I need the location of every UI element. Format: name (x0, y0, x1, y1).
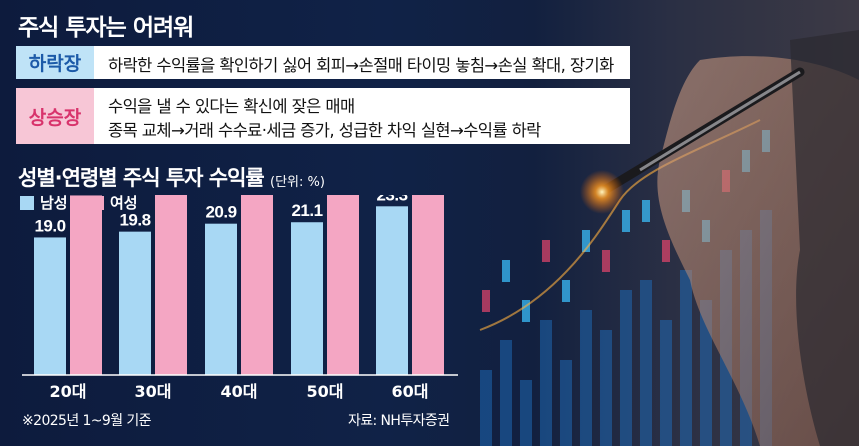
background-candle (482, 290, 490, 312)
background-bar (640, 280, 652, 446)
background-candle (522, 300, 530, 322)
background-candle (562, 280, 570, 302)
legend-female-label: 여성 (110, 194, 138, 212)
background-candle (662, 240, 670, 262)
background-bar (680, 270, 692, 446)
bull-market-row: 상승장 수익을 낼 수 있다는 확신에 잦은 매매 종목 교체→거래 수수료·세… (16, 88, 630, 144)
bar-male-0 (34, 237, 66, 375)
data-label-male-4: 23.3 (376, 195, 407, 204)
background-candle (542, 240, 550, 262)
background-candle (642, 200, 650, 222)
bear-market-row: 하락장 하락한 수익률을 확인하기 싫어 회피→손절매 타이밍 놓침→손실 확대… (16, 46, 630, 79)
bull-market-tag: 상승장 (16, 88, 94, 144)
background-bar (620, 290, 632, 446)
background-bar (560, 360, 572, 446)
background-candle (502, 260, 510, 282)
background-bar (600, 330, 612, 446)
bar-male-1 (119, 231, 151, 375)
x-tick-label-2: 40대 (221, 382, 258, 401)
chart-unit: (단위: %) (270, 175, 325, 190)
data-label-male-0: 19.0 (34, 216, 65, 235)
bar-female-1 (155, 195, 187, 375)
bar-female-4 (412, 195, 444, 375)
bar-female-0 (70, 195, 102, 375)
background-candle (622, 210, 630, 232)
bar-male-3 (291, 222, 323, 375)
bar-female-2 (241, 195, 273, 375)
bear-market-tag: 하락장 (16, 46, 94, 79)
bar-male-2 (205, 223, 237, 375)
x-tick-label-4: 60대 (392, 382, 429, 401)
chart-title: 성별·연령별 주식 투자 수익률 (18, 166, 265, 190)
bar-male-4 (376, 206, 408, 375)
legend-male-label: 남성 (40, 194, 68, 212)
legend-male-swatch (20, 195, 34, 210)
background-bar (480, 370, 492, 446)
data-label-male-2: 20.9 (205, 203, 236, 222)
legend-male: 남성 (20, 192, 68, 213)
x-tick-label-3: 50대 (307, 382, 344, 401)
x-tick-label-0: 20대 (50, 382, 87, 401)
background-bar (500, 340, 512, 446)
background-candle (602, 250, 610, 272)
bar-female-3 (327, 195, 359, 375)
background-bar (540, 320, 552, 446)
x-tick-label-1: 30대 (135, 382, 172, 401)
bar-chart: 19.024.820대19.825.630대20.925.940대21.125.… (22, 195, 458, 401)
data-label-male-3: 21.1 (291, 201, 322, 220)
background-bar (580, 310, 592, 446)
data-label-male-1: 19.8 (119, 211, 150, 230)
footnote: ※2025년 1~9월 기준 (22, 413, 152, 429)
bull-market-text-line1: 수익을 낼 수 있다는 확신에 잦은 매매 (108, 97, 355, 116)
background-bar (520, 380, 532, 446)
bear-market-text: 하락한 수익률을 확인하기 싫어 회피→손절매 타이밍 놓침→손실 확대, 장기… (108, 56, 614, 75)
background-candle (582, 230, 590, 252)
background-bar (700, 300, 712, 446)
source: 자료: NH투자증권 (348, 413, 450, 429)
page-title: 주식 투자는 어려워 (18, 15, 194, 41)
bull-market-text-line2: 종목 교체→거래 수수료·세금 증가, 성급한 차익 실현→수익률 하락 (108, 121, 541, 140)
background-bar (660, 320, 672, 446)
